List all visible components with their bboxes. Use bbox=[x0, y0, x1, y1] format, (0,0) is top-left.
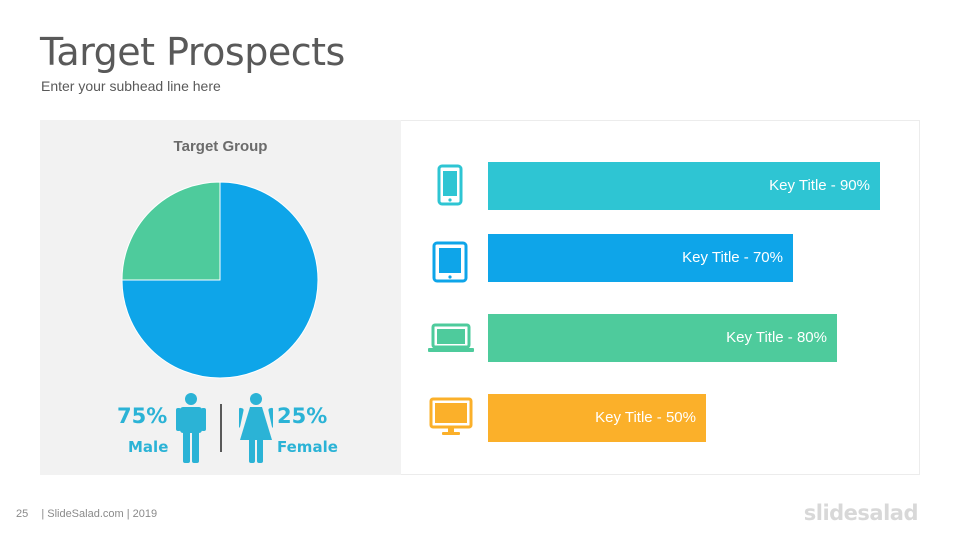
male-percentage: 75% bbox=[117, 404, 168, 428]
footer-text: | SlideSalad.com | 2019 bbox=[41, 508, 158, 520]
footer: 25 | SlideSalad.com | 2019 bbox=[16, 508, 157, 520]
bar-key-title-70: Key Title - 70% bbox=[488, 234, 793, 282]
bar-key-title-80: Key Title - 80% bbox=[488, 314, 837, 362]
female-person-icon bbox=[239, 393, 273, 463]
bar-key-title-90: Key Title - 90% bbox=[488, 162, 880, 210]
bar-label: Key Title - 70% bbox=[682, 249, 783, 266]
tablet-icon bbox=[432, 241, 468, 283]
slide-subtitle: Enter your subhead line here bbox=[41, 78, 221, 94]
monitor-icon bbox=[429, 397, 473, 435]
bar-key-title-50: Key Title - 50% bbox=[488, 394, 706, 442]
pie-slice-male bbox=[121, 181, 319, 379]
bar-label: Key Title - 50% bbox=[595, 409, 696, 426]
laptop-icon bbox=[428, 323, 474, 352]
bar-label: Key Title - 80% bbox=[726, 329, 827, 346]
pie-slice-female bbox=[121, 181, 221, 281]
pie-chart-title: Target Group bbox=[173, 138, 268, 155]
page-number: 25 bbox=[16, 508, 29, 520]
slide-title: Target Prospects bbox=[40, 30, 345, 74]
male-person-icon bbox=[176, 393, 206, 463]
female-label: Female bbox=[277, 438, 338, 456]
brand-logo: slidesalad bbox=[803, 501, 919, 525]
bar-label: Key Title - 90% bbox=[769, 177, 870, 194]
female-percentage: 25% bbox=[277, 404, 328, 428]
smartphone-icon bbox=[437, 164, 463, 206]
gender-divider bbox=[220, 404, 222, 452]
male-label: Male bbox=[128, 438, 169, 456]
